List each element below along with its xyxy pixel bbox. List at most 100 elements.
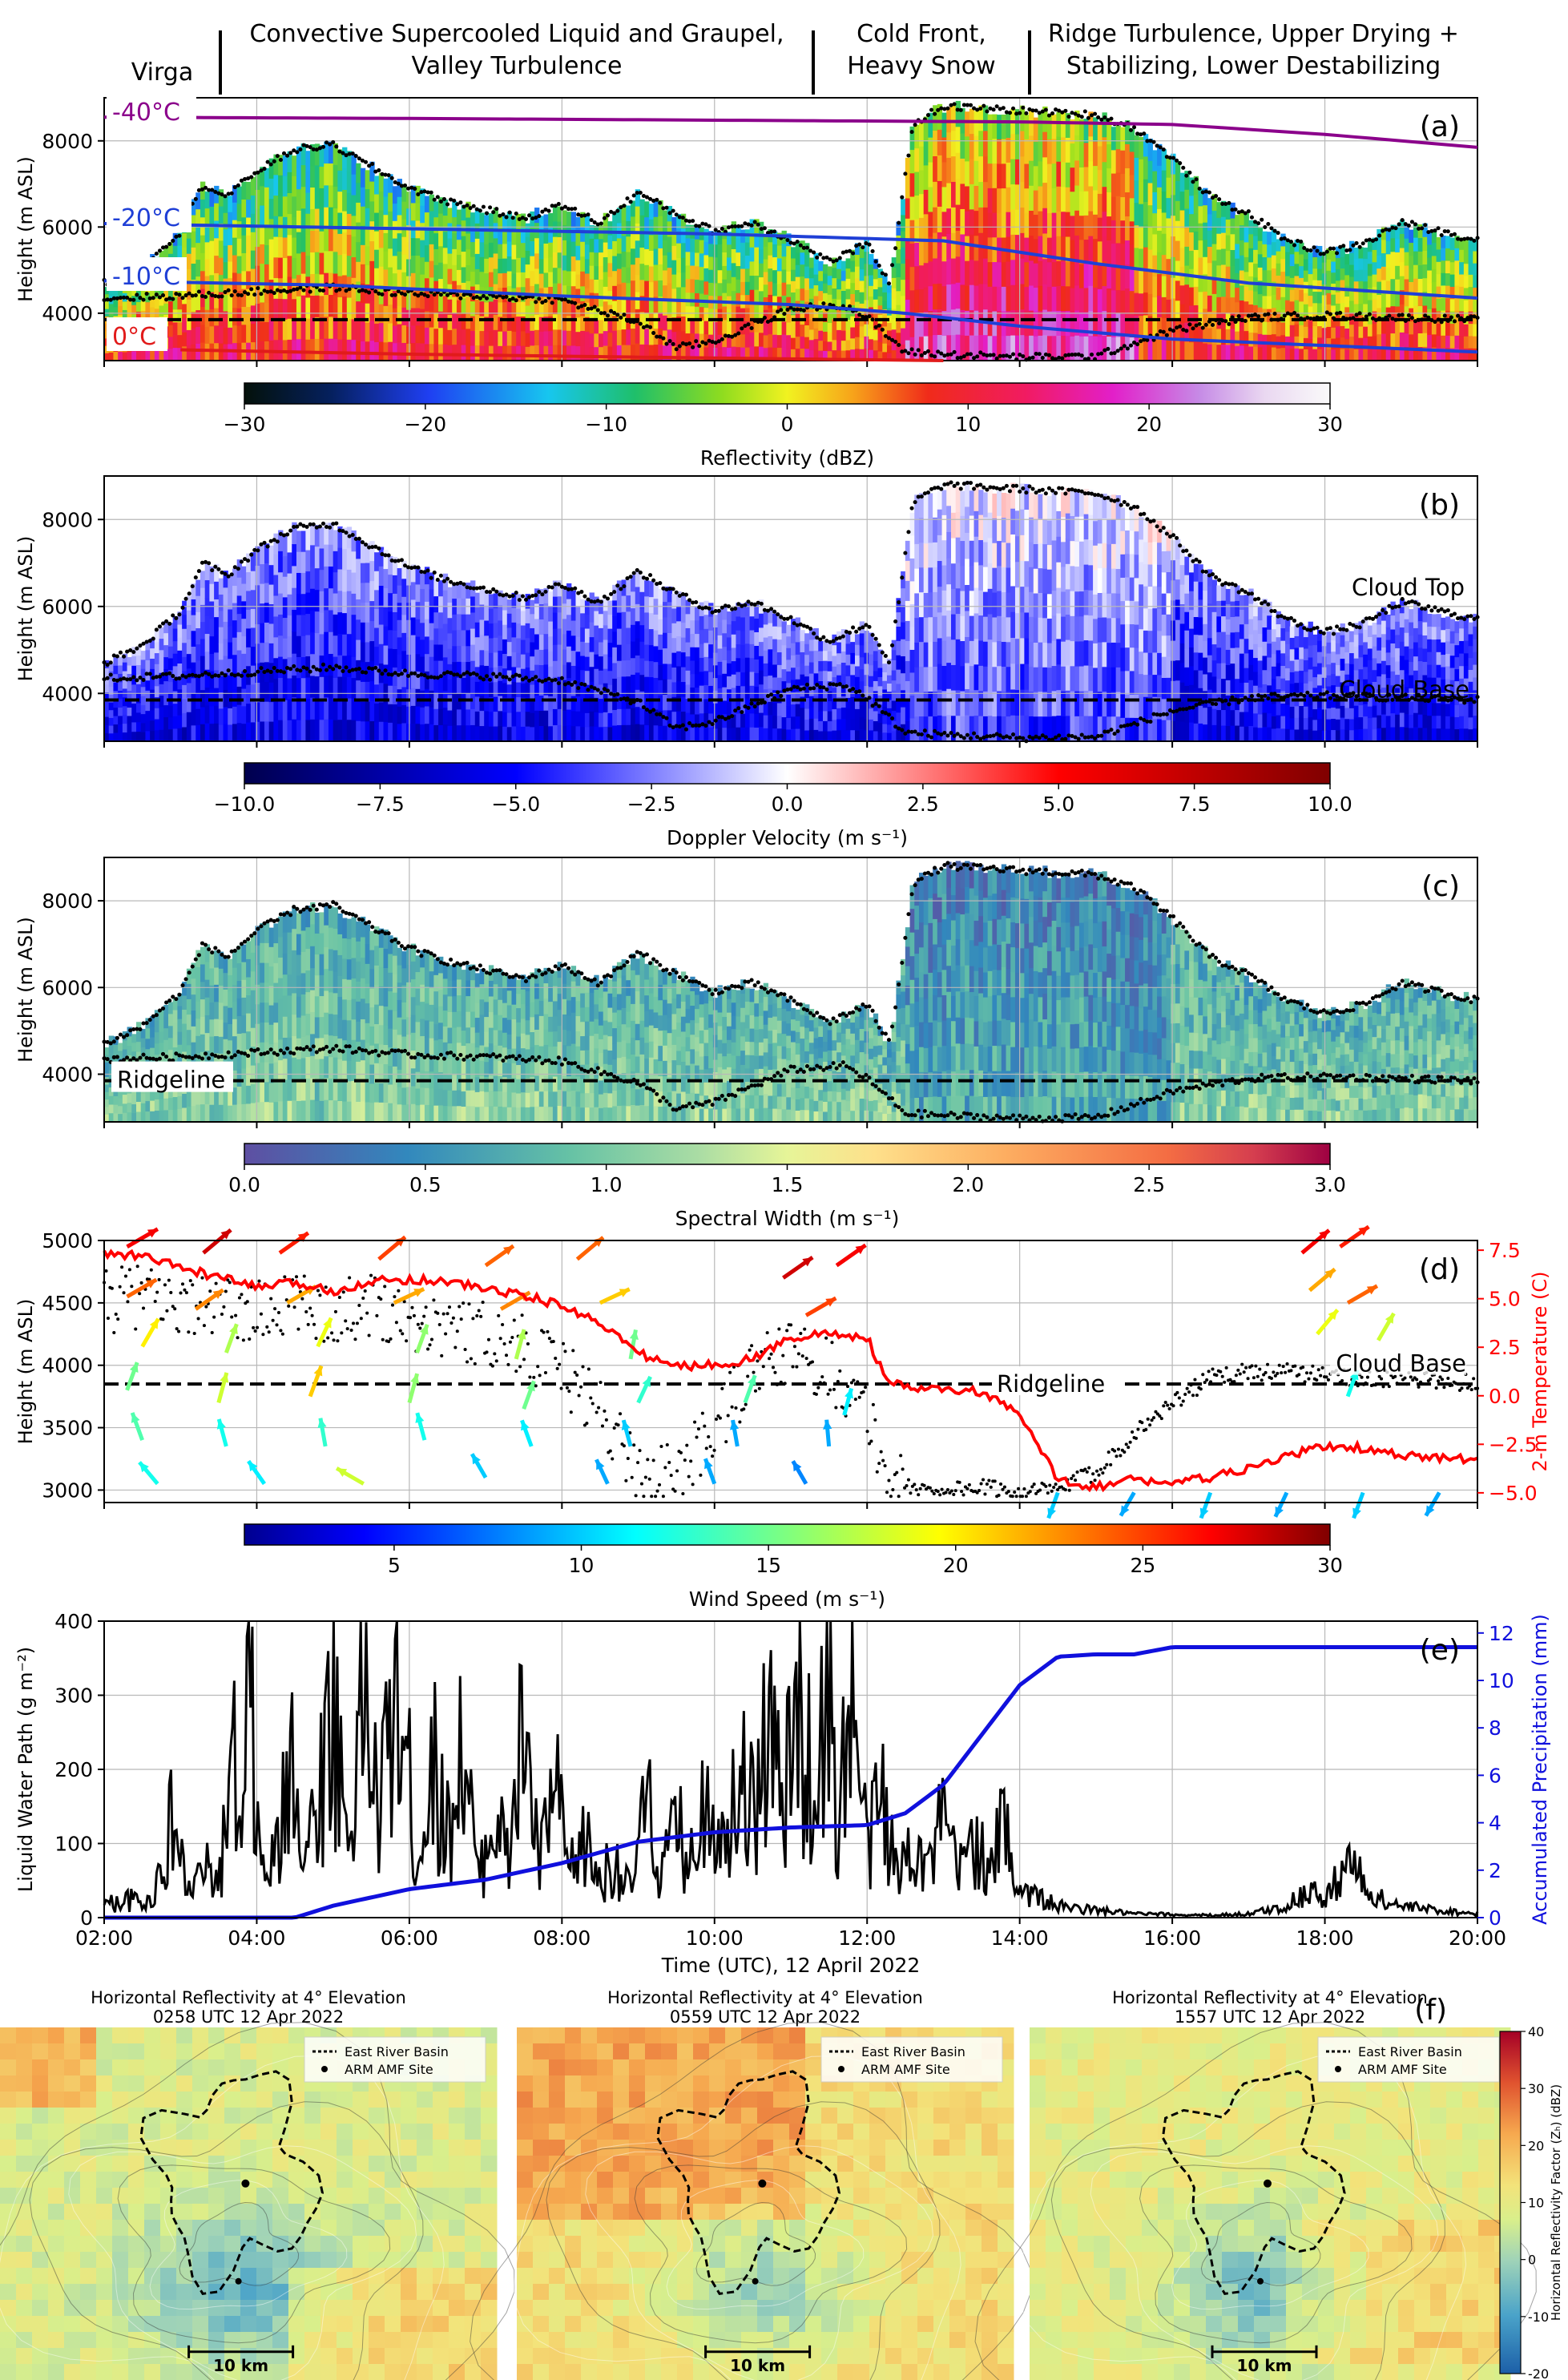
heatmap-cell bbox=[639, 608, 645, 626]
heatmap-cell bbox=[1147, 316, 1153, 339]
heatmap-cell bbox=[502, 345, 508, 361]
heatmap-cell bbox=[1239, 255, 1245, 272]
heatmap-cell bbox=[557, 314, 562, 331]
heatmap-cell bbox=[901, 571, 906, 589]
heatmap-cell bbox=[104, 700, 110, 710]
heatmap-cell bbox=[314, 655, 320, 677]
heatmap-cell bbox=[1427, 347, 1433, 361]
heatmap-cell bbox=[511, 711, 517, 728]
heatmap-cell bbox=[658, 588, 663, 605]
heatmap-cell bbox=[905, 580, 911, 602]
heatmap-cell bbox=[118, 724, 123, 734]
heatmap-cell bbox=[420, 223, 425, 241]
heatmap-cell bbox=[1468, 274, 1473, 288]
heatmap-cell bbox=[433, 248, 439, 266]
heatmap-cell bbox=[296, 189, 302, 212]
heatmap-cell bbox=[1267, 347, 1272, 361]
heatmap-cell bbox=[1367, 240, 1373, 252]
heatmap-cell bbox=[1331, 250, 1336, 263]
heatmap-cell bbox=[438, 246, 444, 264]
panel-label: (a) bbox=[1420, 111, 1460, 143]
heatmap-cell bbox=[135, 712, 142, 723]
heatmap-cell bbox=[1093, 336, 1098, 361]
heatmap-cell bbox=[648, 345, 655, 361]
heatmap-cell bbox=[1248, 304, 1254, 320]
heatmap-cell bbox=[300, 720, 306, 742]
heatmap-cell bbox=[1078, 288, 1085, 313]
heatmap-cell bbox=[599, 292, 604, 308]
heatmap-cell bbox=[145, 731, 151, 742]
heatmap-cell bbox=[273, 154, 279, 175]
heatmap-cell bbox=[658, 248, 663, 265]
heatmap-cell bbox=[818, 701, 824, 712]
heatmap-cell bbox=[552, 676, 558, 694]
heatmap-cell bbox=[172, 232, 179, 247]
heatmap-cell bbox=[191, 646, 196, 664]
heatmap-cell bbox=[406, 619, 412, 638]
heatmap-cell bbox=[1175, 180, 1181, 202]
heatmap-cell bbox=[941, 565, 947, 591]
heatmap-cell bbox=[864, 664, 869, 676]
heatmap-cell bbox=[177, 232, 183, 247]
heatmap-cell bbox=[722, 347, 728, 361]
heatmap-cell bbox=[282, 196, 288, 218]
heatmap-cell bbox=[1331, 294, 1336, 306]
heatmap-cell bbox=[1033, 117, 1039, 143]
heatmap-cell bbox=[268, 604, 274, 625]
heatmap-cell bbox=[616, 676, 623, 694]
heatmap-cell bbox=[1056, 285, 1062, 312]
heatmap-cell bbox=[530, 226, 535, 242]
heatmap-cell bbox=[845, 654, 851, 666]
heatmap-cell bbox=[214, 705, 220, 724]
heatmap-cell bbox=[937, 103, 943, 131]
heatmap-cell bbox=[410, 185, 417, 204]
heatmap-cell bbox=[378, 266, 385, 286]
heatmap-cell bbox=[420, 572, 425, 590]
heatmap-cell bbox=[786, 636, 792, 649]
heatmap-cell bbox=[1157, 165, 1163, 188]
heatmap-cell bbox=[424, 327, 430, 345]
heatmap-cell bbox=[209, 583, 215, 603]
heatmap-cell bbox=[1235, 258, 1240, 274]
heatmap-cell bbox=[768, 268, 773, 283]
heatmap-cell bbox=[150, 638, 155, 649]
heatmap-cell bbox=[520, 257, 526, 273]
heatmap-cell bbox=[461, 630, 466, 647]
heatmap-cell bbox=[1381, 226, 1387, 240]
heatmap-cell bbox=[804, 676, 810, 688]
heatmap-cell bbox=[776, 322, 783, 336]
heatmap-cell bbox=[268, 158, 274, 180]
heatmap-cell bbox=[479, 635, 485, 651]
heatmap-cell bbox=[566, 345, 572, 361]
heatmap-cell bbox=[584, 656, 591, 672]
heatmap-cell bbox=[282, 659, 288, 680]
heatmap-cell bbox=[969, 184, 975, 210]
heatmap-cell bbox=[873, 289, 879, 301]
heatmap-cell bbox=[580, 727, 586, 742]
heatmap-cell bbox=[246, 235, 252, 254]
heatmap-cell bbox=[516, 213, 522, 229]
heatmap-cell bbox=[1377, 255, 1382, 269]
heatmap-cell bbox=[616, 724, 623, 742]
heatmap-cell bbox=[845, 708, 851, 720]
heatmap-cell bbox=[1413, 237, 1419, 252]
heatmap-cell bbox=[768, 715, 773, 729]
heatmap-cell bbox=[383, 196, 389, 216]
heatmap-cell bbox=[759, 627, 764, 643]
heatmap-cell bbox=[548, 331, 554, 347]
heatmap-cell bbox=[941, 336, 947, 361]
heatmap-cell bbox=[1006, 162, 1011, 188]
heatmap-cell bbox=[818, 651, 824, 662]
heatmap-cell bbox=[1299, 301, 1304, 314]
heatmap-cell bbox=[172, 348, 179, 361]
heatmap-cell bbox=[1110, 290, 1117, 315]
heatmap-cell bbox=[680, 301, 687, 317]
heatmap-cell bbox=[260, 662, 265, 683]
heatmap-cell bbox=[607, 615, 613, 630]
heatmap-cell bbox=[1042, 259, 1048, 285]
heatmap-cell bbox=[1097, 170, 1103, 195]
heatmap-cell bbox=[534, 603, 540, 620]
heatmap-cell bbox=[1294, 324, 1300, 337]
heatmap-cell bbox=[703, 684, 709, 700]
heatmap-cell bbox=[433, 345, 439, 361]
